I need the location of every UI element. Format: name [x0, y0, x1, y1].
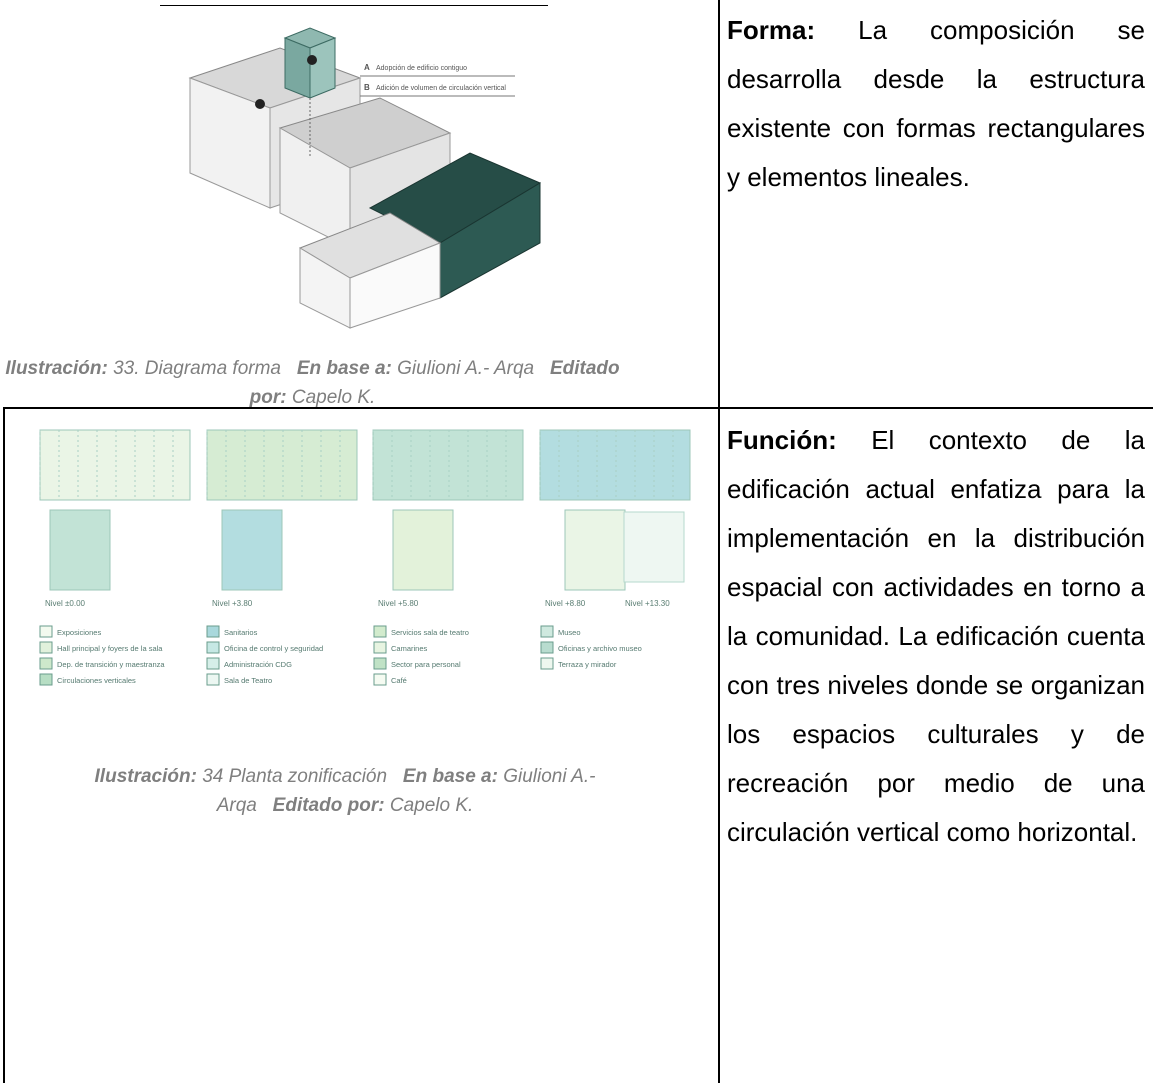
image-border — [160, 5, 548, 6]
plan — [372, 429, 524, 501]
legend-label: Oficinas y archivo museo — [558, 644, 642, 653]
facade — [349, 242, 441, 329]
caption: Ilustración: 34 Planta zonificación En b… — [85, 762, 605, 820]
caption-text: Giulioni A.- Arqa — [397, 358, 535, 379]
level-label: Nivel +3.80 — [212, 599, 253, 608]
text: El contexto de la edificación actual enf… — [727, 425, 1145, 847]
legend-swatch — [373, 641, 387, 654]
text: La composición se desarrolla desde la es… — [727, 15, 1145, 192]
form-diagram: A Adopción de edificio contiguo B Adición d… — [188, 27, 542, 329]
legend-swatch — [39, 657, 53, 670]
legend-swatch — [206, 673, 220, 686]
legend-label: Hall principal y foyers de la sala — [57, 644, 163, 653]
plan — [221, 509, 283, 591]
legend-label: Oficina de control y seguridad — [224, 644, 323, 653]
row-divider — [3, 407, 1153, 409]
marker — [307, 55, 317, 65]
caption-text: 33. Diagrama forma — [113, 358, 281, 379]
caption-text: Giulioni A.- Arqa — [216, 766, 596, 816]
level-label: Nivel +8.80 — [545, 599, 586, 608]
paragraph: Función: El contexto de la edificación a… — [727, 416, 1145, 857]
caption-label: En base a: — [296, 358, 392, 379]
caption: Ilustración: 33. Diagrama forma En base … — [0, 354, 625, 412]
plan — [623, 511, 685, 583]
legend-label: Camarines — [391, 644, 428, 653]
legend-label: Circulaciones verticales — [57, 676, 136, 685]
diagram-label: Adopción de edificio contiguo — [376, 65, 467, 72]
caption-label: En base a: — [402, 766, 498, 787]
volume — [284, 37, 311, 99]
left-border — [3, 407, 5, 1083]
legend-swatch — [373, 625, 387, 638]
paragraph: Forma: La composición se desarrolla desd… — [727, 6, 1145, 202]
legend-swatch — [39, 673, 53, 686]
plan — [392, 509, 454, 591]
caption-label: Ilustración: — [5, 358, 108, 379]
plan — [539, 429, 691, 501]
caption-label: Editado por: — [272, 795, 385, 816]
legend-label: Café — [391, 676, 407, 685]
legend-label: Museo — [558, 628, 581, 637]
level-label: Nivel +5.80 — [378, 599, 419, 608]
caption-label: Ilustración: — [94, 766, 197, 787]
legend-swatch — [39, 625, 53, 638]
level-label: Nivel ±0.00 — [45, 599, 86, 608]
zoning-plan: Nivel ±0.00 Nivel +3.80 Nivel +5.80 Nivel +… — [39, 429, 691, 686]
label: Forma: — [727, 15, 816, 45]
marker — [255, 99, 265, 109]
legend-label: Servicios sala de teatro — [391, 628, 469, 637]
legend-label: Exposiciones — [57, 628, 101, 637]
legend-swatch — [206, 641, 220, 654]
plan — [49, 509, 111, 591]
caption-label: Editado por: — [249, 358, 620, 408]
diagram-label: A — [364, 63, 370, 72]
legend-label: Sanitarios — [224, 628, 258, 637]
volume — [309, 37, 336, 99]
legend-swatch — [39, 641, 53, 654]
legend-swatch — [540, 641, 554, 654]
legend-swatch — [540, 625, 554, 638]
caption-text: 34 Planta zonificación — [202, 766, 388, 787]
legend-label: Sala de Teatro — [224, 676, 272, 685]
column-divider — [718, 0, 720, 1083]
legend-label: Dep. de transición y maestranza — [57, 660, 165, 669]
diagram-label: B — [364, 83, 370, 92]
plan — [206, 429, 358, 501]
caption-text: Capelo K. — [291, 387, 376, 408]
legend-swatch — [206, 625, 220, 638]
legend-swatch — [206, 657, 220, 670]
legend-swatch — [540, 657, 554, 670]
level-label: Nivel +13.30 — [625, 599, 670, 608]
plan — [564, 509, 626, 591]
label: Función: — [727, 425, 837, 455]
legend-swatch — [373, 673, 387, 686]
plan — [39, 429, 191, 501]
caption-text: Capelo K. — [389, 795, 474, 816]
legend-label: Sector para personal — [391, 660, 461, 669]
legend-label: Administración CDG — [224, 660, 292, 669]
legend-swatch — [373, 657, 387, 670]
legend-label: Terraza y mirador — [558, 660, 617, 669]
diagram-label: Adición de volumen de circulación vertic… — [376, 85, 506, 92]
